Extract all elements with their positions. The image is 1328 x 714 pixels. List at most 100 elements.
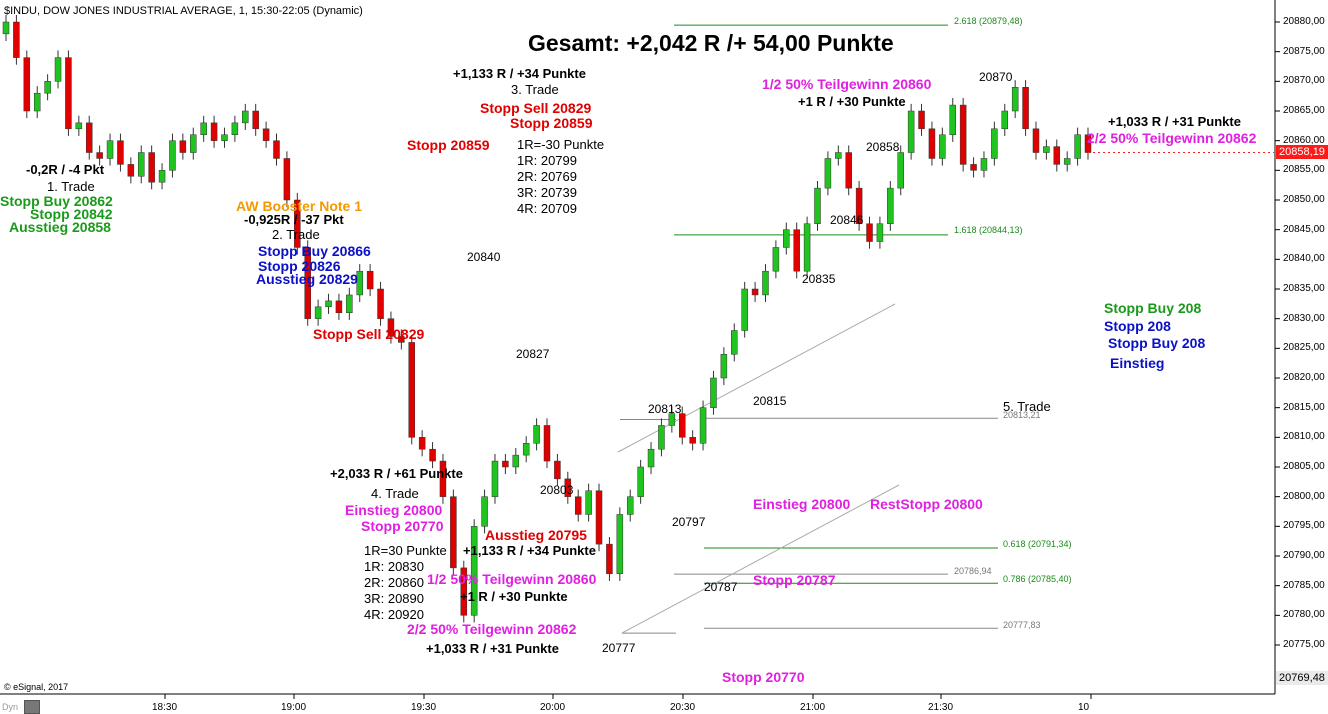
right-note-1: Stopp Buy 208 [1104,300,1202,316]
candle-down [1022,87,1029,130]
candle-up [897,152,904,189]
candle-down [366,270,374,290]
trade3-name: 3. Trade [511,82,559,97]
trade2-note: AW Booster Note 1 [236,198,363,214]
time-tick-label: 20:30 [670,702,696,713]
candle-down [85,122,93,153]
trade3-r2: 2R: 20769 [517,169,577,184]
candle-down [283,158,291,201]
trade5-stop: Stopp 20787 [753,572,836,588]
trade4-half2-result: +1,033 R / +31 Punkte [426,641,559,656]
candle-up [772,247,780,272]
dynamic-toggle-button[interactable] [24,700,40,714]
price-tick-label: 20860,00 [1283,134,1325,146]
candle-up [346,294,353,313]
point-label: 20787 [704,580,738,594]
candle-up [138,152,145,177]
time-tick-label: 19:00 [281,702,307,713]
candle-up [616,514,624,575]
candle-down [460,567,468,616]
candle-down [595,490,603,545]
candle-down [335,300,343,313]
candle-down [918,110,925,130]
candle-up [314,306,322,319]
price-tick-label: 20780,00 [1283,609,1325,621]
candle-up [731,330,738,355]
candle-down [689,437,696,444]
candle-up [835,152,842,159]
candle-up [939,134,946,159]
candle-up [470,526,478,616]
trade3-entry: Stopp Sell 20829 [480,100,592,116]
right-note-3: Stopp Buy 208 [1108,335,1206,351]
point-label: 20813 [648,402,682,416]
price-tick-label: 20795,00 [1283,520,1325,532]
price-tick-label: 20800,00 [1283,490,1325,502]
price-tick-label: 20805,00 [1283,461,1325,472]
candle-up [481,496,488,527]
trade4-r0: 1R=30 Punkte [364,543,447,558]
candle-down [450,496,457,569]
trade4-entry: Einstieg 20800 [345,502,443,518]
price-tick-label: 20775,00 [1283,639,1325,650]
candle-down [210,122,218,141]
price-tick-label: 20880,00 [1283,16,1325,27]
candle-up [1074,134,1081,159]
candle-up [512,454,520,468]
copyright: © eSignal, 2017 [4,682,69,692]
candle-down [273,140,280,159]
point-label: 20777 [602,641,636,655]
candle-up [231,122,239,135]
trade4-exit-result: +1,133 R / +34 Punkte [463,543,596,558]
candle-down [606,543,613,575]
point-label: 20858 [866,140,900,154]
candle-up [1011,87,1019,112]
candle-down [845,152,852,189]
right-note-2: Stopp 208 [1104,318,1171,334]
price-tick-label: 20820,00 [1283,372,1325,383]
candle-up [158,170,166,183]
trade5-entry: Einstieg 20800 [753,496,851,512]
trade4-half1-result: +1 R / +30 Punkte [460,589,568,604]
candle-up [1063,158,1071,165]
candle-up [783,229,790,248]
price-tick-label: 20870,00 [1283,75,1325,87]
candle-down [855,187,863,224]
candle-up [824,158,832,189]
time-tick-label: 19:30 [411,702,437,713]
gray-level-20777: 20777,83 [1003,620,1041,630]
price-tick-label: 20840,00 [1283,253,1325,265]
candle-up [647,448,655,468]
candle-down [148,152,155,183]
price-tick-label: 20785,00 [1283,579,1325,591]
trade3-result: +1,133 R / +34 Punkte [453,66,586,81]
point-label: 20840 [467,250,501,264]
dyn-label: Dyn [2,702,19,712]
trade1-name: 1. Trade [47,179,95,194]
trade5-rest-stop: RestStopp 20800 [870,496,983,512]
trade2-stop: Stopp 20826 [258,258,341,274]
trade4-r3: 3R: 20890 [364,591,424,606]
candle-down [304,247,311,319]
candle-up [658,425,665,450]
price-tick-label: 20855,00 [1283,164,1325,176]
trade2-entry: Stopp Buy 20866 [258,243,371,259]
candle-up [75,122,83,130]
time-tick-label: 10 [1078,702,1090,713]
current-price-badge: 20858,19 [1276,145,1328,159]
candles [2,14,1274,623]
trade4-half2: 2/2 50% Teilgewinn 20862 [407,621,577,637]
chart-frame [0,0,1280,699]
fib-label-0786: 0.786 (20785,40) [1003,574,1072,584]
trade1-stop: Stopp 20842 [30,206,113,222]
candle-down [65,57,72,130]
candle-down [793,229,800,272]
candle-down [970,164,977,171]
candle-down [179,140,187,153]
price-tick-label: 20835,00 [1283,283,1325,294]
fib-label-2618: 2.618 (20879,48) [954,16,1023,26]
candle-up [190,134,197,153]
candle-down [13,21,20,58]
candle-up [1043,146,1050,153]
